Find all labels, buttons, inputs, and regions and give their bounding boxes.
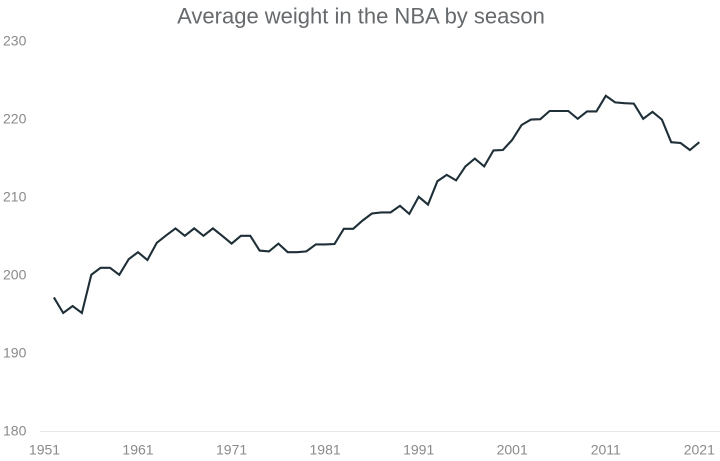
svg-text:1961: 1961 <box>122 441 153 457</box>
svg-text:2011: 2011 <box>591 441 621 457</box>
svg-text:200: 200 <box>3 267 27 283</box>
svg-text:1971: 1971 <box>216 441 247 457</box>
svg-text:220: 220 <box>3 111 27 127</box>
svg-text:190: 190 <box>3 345 27 361</box>
svg-text:1981: 1981 <box>310 441 341 457</box>
svg-text:180: 180 <box>3 423 27 439</box>
svg-text:1991: 1991 <box>403 441 434 457</box>
svg-text:Average weight in the NBA by s: Average weight in the NBA by season <box>177 4 545 29</box>
svg-text:210: 210 <box>3 189 27 205</box>
svg-text:2001: 2001 <box>497 441 528 457</box>
svg-text:2021: 2021 <box>684 441 715 457</box>
svg-text:230: 230 <box>3 33 27 49</box>
svg-text:1951: 1951 <box>29 441 60 457</box>
